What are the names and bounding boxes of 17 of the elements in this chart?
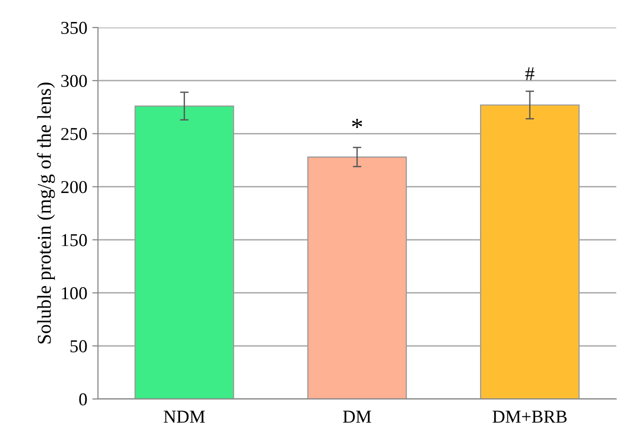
x-tick-label: DM — [343, 410, 372, 423]
y-tick-label: 50 — [70, 340, 87, 352]
y-tick-label: 300 — [61, 74, 87, 88]
y-tick-label: 100 — [62, 287, 87, 300]
annotation: * — [352, 118, 362, 128]
y-tick-label: 200 — [61, 180, 87, 194]
bar — [134, 106, 234, 399]
x-tick-label: NDM — [164, 410, 205, 423]
y-tick-label: 150 — [62, 234, 87, 246]
bar — [480, 104, 580, 399]
bar — [307, 156, 407, 399]
y-tick-label: 350 — [61, 22, 87, 34]
annotation: # — [525, 67, 534, 80]
y-tick-label: 0 — [79, 393, 87, 406]
y-axis-title: Soluble protein (mg/g of the lens) — [37, 82, 55, 344]
y-tick-label: 250 — [61, 128, 87, 140]
x-tick-label: DM+BRB — [492, 410, 567, 423]
